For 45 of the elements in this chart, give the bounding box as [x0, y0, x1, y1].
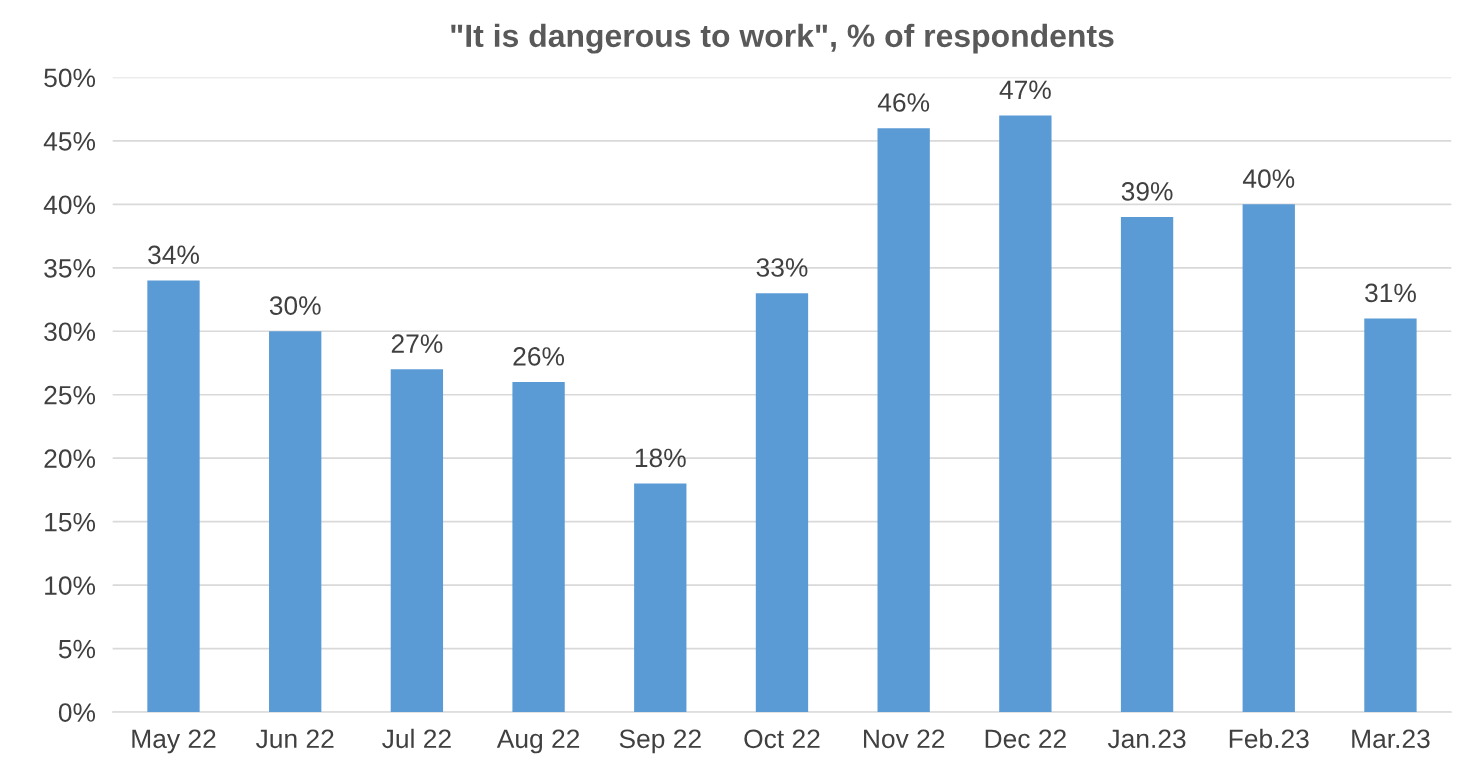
- y-tick-label: 50%: [44, 68, 96, 88]
- bar: [512, 382, 565, 713]
- data-label: 40%: [1242, 169, 1295, 189]
- y-tick-label: 10%: [45, 576, 96, 595]
- x-tick-label: Oct 22: [744, 729, 820, 749]
- x-tick-label: May 22: [132, 729, 216, 754]
- data-label: 27%: [391, 334, 443, 353]
- chart-title: "It is dangerous to work", % of respondents: [451, 23, 1114, 54]
- x-tick-label: Dec 22: [985, 729, 1066, 749]
- bar: [877, 128, 930, 713]
- x-tick-label: Aug 22: [496, 729, 580, 754]
- bar: [755, 293, 809, 713]
- x-tick-label: Sep 22: [619, 729, 701, 754]
- data-label: 33%: [756, 258, 808, 277]
- data-label: 39%: [1121, 182, 1173, 201]
- data-label: 47%: [999, 80, 1051, 100]
- x-tick-label: Feb.23: [1229, 728, 1309, 749]
- x-tick-label: Jun 22: [255, 729, 334, 749]
- bar: [999, 115, 1052, 713]
- bar: [634, 483, 687, 713]
- y-tick-label: 5%: [58, 639, 96, 659]
- x-tick-label: Nov 22: [864, 729, 945, 749]
- x-tick-label: Mar.23: [1352, 729, 1430, 749]
- bar: [390, 369, 444, 713]
- data-label: 30%: [269, 296, 321, 315]
- y-tick-label: 35%: [44, 258, 96, 278]
- y-tick-label: 20%: [44, 449, 96, 469]
- data-label: 26%: [513, 347, 565, 366]
- data-label: 46%: [877, 93, 930, 112]
- y-tick-label: 45%: [43, 132, 96, 151]
- data-label: 31%: [1365, 283, 1416, 303]
- y-tick-label: 15%: [45, 512, 96, 532]
- y-tick-label: 30%: [44, 322, 96, 342]
- x-tick-label: Jan.23: [1107, 729, 1186, 749]
- data-label: 34%: [148, 245, 199, 265]
- y-tick-label: 0%: [58, 703, 96, 722]
- x-tick-label: Jul 22: [382, 728, 451, 749]
- bar: [269, 331, 322, 713]
- bar: [147, 280, 200, 713]
- bar: [1120, 217, 1174, 713]
- y-tick-label: 40%: [43, 195, 96, 215]
- bar: [1364, 318, 1417, 713]
- data-label: 18%: [635, 448, 686, 468]
- y-tick-label: 25%: [44, 385, 96, 405]
- bar: [1242, 204, 1295, 713]
